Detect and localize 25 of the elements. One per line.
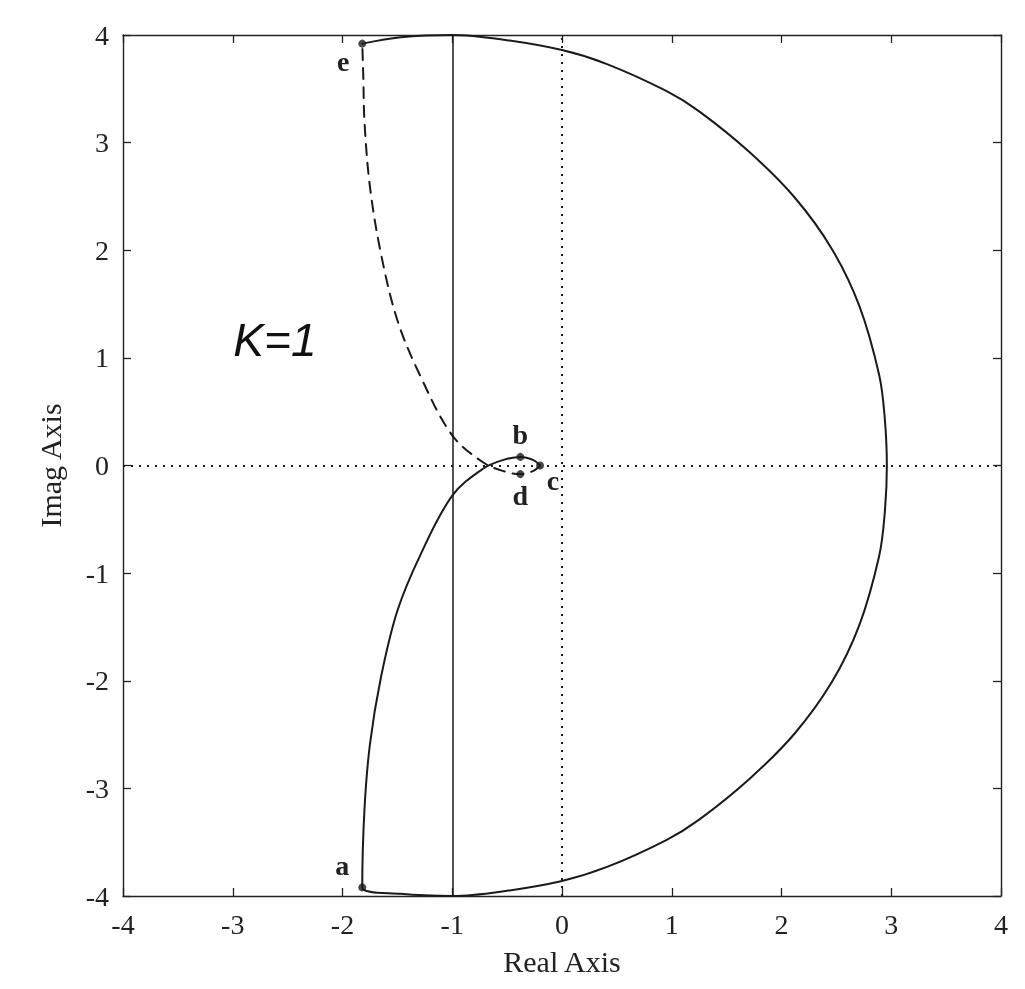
y-tick-label: -3 xyxy=(85,772,109,804)
y-axis-title: Imag Axis xyxy=(33,403,67,528)
x-tick-label: -2 xyxy=(330,908,355,940)
x-tick-label: 1 xyxy=(664,908,679,940)
x-axis-title: Real Axis xyxy=(503,944,621,978)
y-tick-label: -2 xyxy=(85,665,109,697)
y-tick-label: 4 xyxy=(95,19,109,51)
y-tick-label: -4 xyxy=(85,880,109,912)
x-tick-label: 0 xyxy=(555,908,569,940)
annotation: d xyxy=(512,479,529,511)
x-tick-label: 3 xyxy=(884,908,899,940)
x-tick-label: 4 xyxy=(994,908,1008,940)
x-tick-label: -1 xyxy=(440,908,464,940)
y-tick-label: 0 xyxy=(95,450,109,481)
x-tick-label: -3 xyxy=(221,908,245,940)
x-tick-label: 2 xyxy=(774,908,789,940)
annotation: b xyxy=(512,419,529,451)
annotation: e xyxy=(337,46,350,78)
y-tick-label: 2 xyxy=(95,234,109,266)
y-tick-label: -1 xyxy=(85,557,109,589)
annotation: c xyxy=(546,465,560,496)
y-tick-label: 3 xyxy=(95,127,109,159)
y-tick-label: 1 xyxy=(95,342,109,374)
annotation: K=1 xyxy=(233,313,317,366)
annotation: a xyxy=(335,849,350,881)
